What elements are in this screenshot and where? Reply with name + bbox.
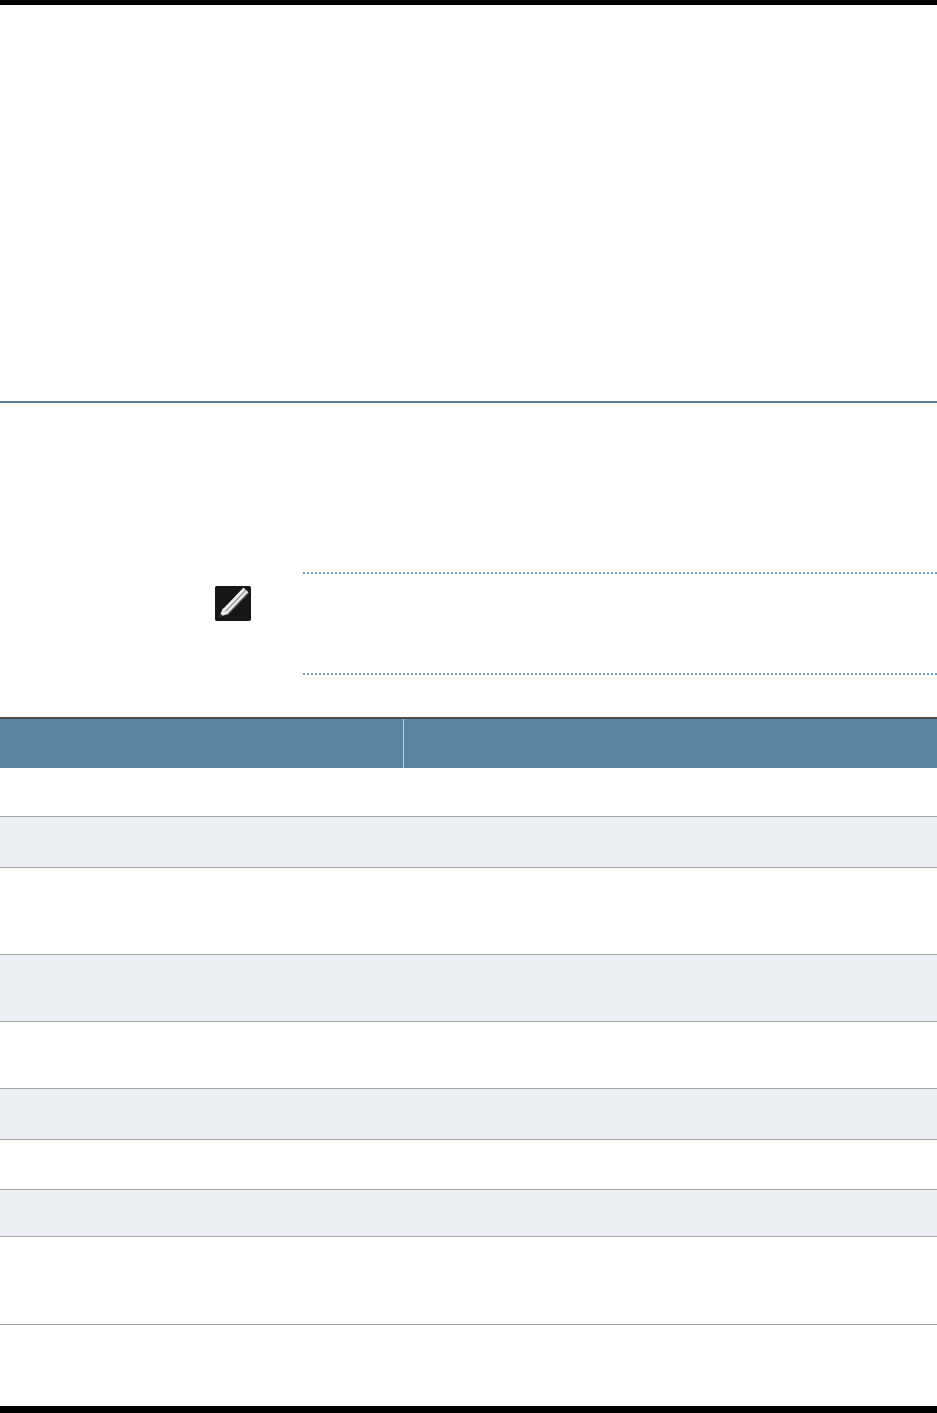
table-cell (0, 768, 403, 816)
table-cell (0, 1022, 403, 1088)
table-row (0, 955, 937, 1022)
table-row (0, 1190, 937, 1237)
section-divider-line (0, 401, 937, 403)
table-cell (403, 817, 937, 867)
page-bottom-border (0, 1406, 937, 1413)
table-header-row (0, 719, 937, 768)
note-content-area (303, 572, 937, 675)
table-cell (0, 868, 403, 954)
table-cell (0, 1089, 403, 1139)
table-body (0, 768, 937, 1406)
table-row (0, 817, 937, 868)
note-pencil-icon (215, 586, 251, 621)
table-row (0, 1022, 937, 1089)
table-cell (0, 1325, 403, 1406)
table-cell (0, 817, 403, 867)
table-cell (0, 1190, 403, 1236)
table-cell (403, 955, 937, 1021)
table-row (0, 1089, 937, 1140)
table-cell (0, 955, 403, 1021)
table-cell (403, 1022, 937, 1088)
table-cell (403, 768, 937, 816)
table-row (0, 768, 937, 817)
table-row (0, 1237, 937, 1325)
table-cell (403, 1325, 937, 1406)
table-cell (0, 1237, 403, 1324)
table-cell (403, 1089, 937, 1139)
table-header-cell-right (404, 719, 937, 768)
table-cell (0, 1140, 403, 1189)
table-top-border (0, 717, 937, 719)
table-row (0, 868, 937, 955)
table-cell (403, 1190, 937, 1236)
table-cell (403, 868, 937, 954)
page-top-border (0, 0, 937, 5)
table-header-cell-left (0, 719, 403, 768)
table-cell (403, 1237, 937, 1324)
table-header-column-divider (403, 719, 404, 768)
table-cell (403, 1140, 937, 1189)
table-row (0, 1140, 937, 1190)
table-row (0, 1325, 937, 1406)
